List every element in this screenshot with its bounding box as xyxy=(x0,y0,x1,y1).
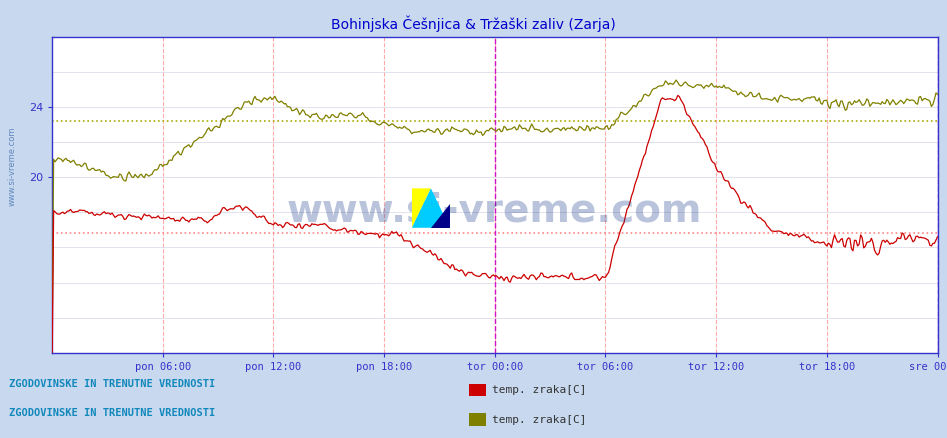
Polygon shape xyxy=(431,204,450,228)
Text: ZGODOVINSKE IN TRENUTNE VREDNOSTI: ZGODOVINSKE IN TRENUTNE VREDNOSTI xyxy=(9,408,216,418)
Text: ZGODOVINSKE IN TRENUTNE VREDNOSTI: ZGODOVINSKE IN TRENUTNE VREDNOSTI xyxy=(9,379,216,389)
Text: www.si-vreme.com: www.si-vreme.com xyxy=(8,127,17,206)
Polygon shape xyxy=(412,188,431,228)
Text: temp. zraka[C]: temp. zraka[C] xyxy=(492,415,587,424)
Text: www.si-vreme.com: www.si-vreme.com xyxy=(287,192,703,230)
Text: temp. zraka[C]: temp. zraka[C] xyxy=(492,385,587,395)
Polygon shape xyxy=(412,188,450,228)
Text: Bohinjska Češnjica & Tržaški zaliv (Zarja): Bohinjska Češnjica & Tržaški zaliv (Zarj… xyxy=(331,15,616,32)
